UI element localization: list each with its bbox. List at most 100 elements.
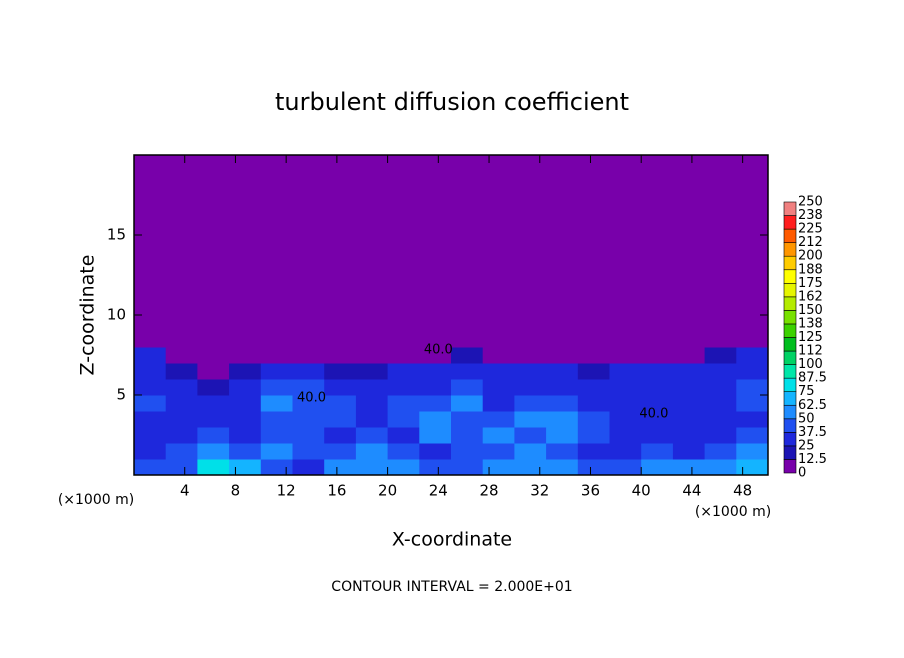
heat-cell (387, 395, 420, 412)
heat-cell (355, 443, 389, 460)
heat-cell (482, 379, 515, 396)
heat-cell (451, 395, 484, 412)
colorbar-label: 212 (798, 235, 823, 250)
heat-cell (355, 347, 389, 364)
colorbar-label: 238 (798, 208, 823, 223)
colorbar-label: 225 (798, 222, 823, 237)
x-tick-label: 12 (277, 482, 296, 500)
colorbar-cell (783, 445, 797, 460)
heat-cell (641, 443, 674, 460)
heat-cell (419, 395, 452, 412)
x-tick-label: 24 (429, 482, 448, 500)
heat-cell (292, 155, 325, 348)
heat-cell (577, 395, 610, 412)
x-tick-label: 20 (378, 482, 397, 500)
heat-cell (577, 443, 610, 460)
heat-cell (292, 379, 325, 396)
heat-cell (672, 411, 706, 428)
heat-cell (165, 155, 198, 348)
heat-cell (419, 427, 452, 444)
heat-cell (134, 155, 167, 348)
colorbar-label: 112 (798, 344, 823, 359)
colorbar-cell (783, 228, 797, 243)
heat-cell (577, 459, 610, 476)
x-axis-title: X-coordinate (392, 529, 512, 551)
heat-cell (355, 427, 389, 444)
colorbar-cell (783, 364, 797, 379)
colorbar-cell (783, 459, 797, 474)
heat-cell (672, 347, 706, 364)
heat-cell (292, 347, 325, 364)
heat-cell (419, 379, 452, 396)
colorbar-label: 87.5 (798, 371, 827, 386)
colorbar-cell (783, 337, 797, 352)
heat-cell (134, 427, 167, 444)
x-tick-label: 16 (327, 482, 346, 500)
heat-cell (641, 379, 674, 396)
colorbar-label: 138 (798, 316, 823, 331)
heat-cell (229, 363, 262, 380)
heat-cell (419, 363, 452, 380)
heat-cell (292, 395, 325, 412)
heat-cell (387, 363, 420, 380)
heat-cell (355, 379, 389, 396)
heat-cell (609, 347, 642, 364)
heat-cell (229, 411, 262, 428)
heat-cell (609, 427, 642, 444)
colorbar-cell (783, 242, 797, 257)
colorbar-label: 175 (798, 276, 823, 291)
heat-cell (672, 459, 706, 476)
heat-cell (260, 379, 293, 396)
colorbar-cell (783, 282, 797, 298)
colorbar-cell (783, 377, 797, 392)
heat-cell (197, 155, 230, 348)
heat-cell (704, 363, 737, 380)
x-tick-label: 28 (479, 482, 498, 500)
colorbar-label: 162 (798, 289, 823, 304)
heat-cell (165, 459, 198, 476)
heat-cell (546, 459, 579, 476)
heat-cell (451, 427, 484, 444)
heat-cell (134, 379, 167, 396)
heat-cell (387, 459, 420, 476)
heat-cell (482, 427, 515, 444)
colorbar-cell (783, 350, 797, 365)
heat-cell (165, 395, 198, 412)
heat-cell (641, 155, 674, 348)
x-tick-label: 40 (632, 482, 651, 500)
heat-cell (672, 427, 706, 444)
heat-cell (577, 347, 610, 364)
colorbar-cell (783, 310, 797, 325)
heat-cell (165, 379, 198, 396)
heat-cell (546, 363, 579, 380)
heat-cell (736, 379, 769, 396)
heat-cell (324, 427, 357, 444)
y-unit: (×1000 m) (58, 492, 134, 508)
heat-cell (546, 427, 579, 444)
y-axis-title: Z-coordinate (77, 255, 99, 376)
heat-cell (641, 459, 674, 476)
colorbar-label: 125 (798, 330, 823, 345)
colorbar-label: 200 (798, 249, 823, 264)
heat-cell (546, 379, 579, 396)
heat-cell (736, 395, 769, 412)
x-tick-label: 8 (231, 482, 241, 500)
heat-cell (292, 443, 325, 460)
contour-label: 40.0 (424, 343, 453, 358)
colorbar-label: 50 (798, 411, 815, 426)
heat-cell (260, 411, 293, 428)
heat-cell (419, 411, 452, 428)
heat-cell (514, 363, 547, 380)
heat-cell (514, 155, 547, 348)
heat-cell (514, 379, 547, 396)
heat-cell (641, 411, 674, 428)
heat-cell (609, 443, 642, 460)
colorbar-label: 25 (798, 438, 815, 453)
heat-cell (704, 427, 737, 444)
heat-cell (736, 411, 769, 428)
heat-cell (260, 347, 293, 364)
heat-cell (736, 443, 769, 460)
heat-cell (324, 347, 357, 364)
heat-cell (260, 363, 293, 380)
